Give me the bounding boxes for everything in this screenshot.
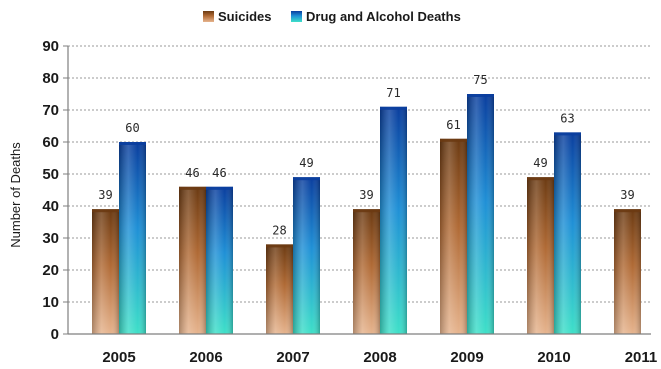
x-axis-ticks: 2005 2006 2007 2008 2009 2010 2011 — [102, 349, 657, 366]
data-label-suicides-2011: 39 — [620, 188, 634, 202]
x-tick-label-2005: 2005 — [102, 349, 135, 366]
x-tick-label-2011: 2011 — [625, 349, 658, 366]
bar-drug-and-alcohol-deaths-2007 — [293, 177, 320, 334]
data-label-suicides-2005: 39 — [98, 188, 112, 202]
bar-suicides-2007 — [266, 244, 293, 334]
legend-item-suicides: Suicides — [203, 9, 271, 24]
legend-swatch-drug-alcohol — [291, 11, 302, 22]
y-tick-label-10: 10 — [42, 294, 59, 311]
y-tick-label-0: 0 — [51, 326, 59, 343]
y-tick-label-20: 20 — [42, 262, 59, 279]
x-tick-label-2008: 2008 — [363, 349, 396, 366]
x-tick-label-2007: 2007 — [276, 349, 309, 366]
bar-suicides-2011 — [614, 209, 641, 334]
bar-suicides-2009 — [440, 138, 467, 334]
bar-suicides-2010 — [527, 177, 554, 334]
data-label-drug-and-alcohol-deaths-2005: 60 — [125, 121, 139, 135]
y-axis-ticks: 0 10 20 30 40 50 60 70 80 90 — [42, 38, 68, 343]
legend-item-drug-alcohol: Drug and Alcohol Deaths — [291, 9, 461, 24]
legend-label-suicides: Suicides — [218, 9, 271, 24]
data-label-drug-and-alcohol-deaths-2009: 75 — [473, 73, 487, 87]
bar-suicides-2008 — [353, 209, 380, 334]
bar-suicides-2005 — [92, 209, 119, 334]
bar-drug-and-alcohol-deaths-2006 — [206, 186, 233, 334]
data-label-suicides-2010: 49 — [533, 156, 547, 170]
axes — [67, 46, 651, 335]
bar-drug-and-alcohol-deaths-2005 — [119, 142, 146, 334]
y-axis-title: Number of Deaths — [8, 142, 23, 248]
data-label-drug-and-alcohol-deaths-2008: 71 — [386, 86, 400, 100]
y-tick-label-80: 80 — [42, 70, 59, 87]
data-labels: 39 60 46 46 28 49 39 71 61 75 49 63 39 — [98, 73, 634, 237]
legend-label-drug-alcohol: Drug and Alcohol Deaths — [306, 9, 461, 24]
data-label-suicides-2009: 61 — [446, 118, 460, 132]
data-label-drug-and-alcohol-deaths-2006: 46 — [212, 166, 226, 180]
y-tick-label-60: 60 — [42, 134, 59, 151]
bar-suicides-2006 — [179, 186, 206, 334]
data-label-drug-and-alcohol-deaths-2007: 49 — [299, 156, 313, 170]
bars — [92, 94, 641, 334]
data-label-drug-and-alcohol-deaths-2010: 63 — [560, 111, 574, 125]
legend-swatch-suicides — [203, 11, 214, 22]
x-tick-label-2006: 2006 — [189, 349, 222, 366]
data-label-suicides-2007: 28 — [272, 223, 286, 237]
data-label-suicides-2008: 39 — [359, 188, 373, 202]
y-tick-label-40: 40 — [42, 198, 59, 215]
y-tick-label-90: 90 — [42, 38, 59, 55]
legend: Suicides Drug and Alcohol Deaths — [203, 9, 461, 24]
data-label-suicides-2006: 46 — [185, 166, 199, 180]
y-tick-label-30: 30 — [42, 230, 59, 247]
y-tick-label-50: 50 — [42, 166, 59, 183]
bar-drug-and-alcohol-deaths-2009 — [467, 94, 494, 334]
x-tick-label-2009: 2009 — [450, 349, 483, 366]
y-tick-label-70: 70 — [42, 102, 59, 119]
bar-drug-and-alcohol-deaths-2010 — [554, 132, 581, 334]
bar-drug-and-alcohol-deaths-2008 — [380, 106, 407, 334]
x-tick-label-2010: 2010 — [537, 349, 570, 366]
